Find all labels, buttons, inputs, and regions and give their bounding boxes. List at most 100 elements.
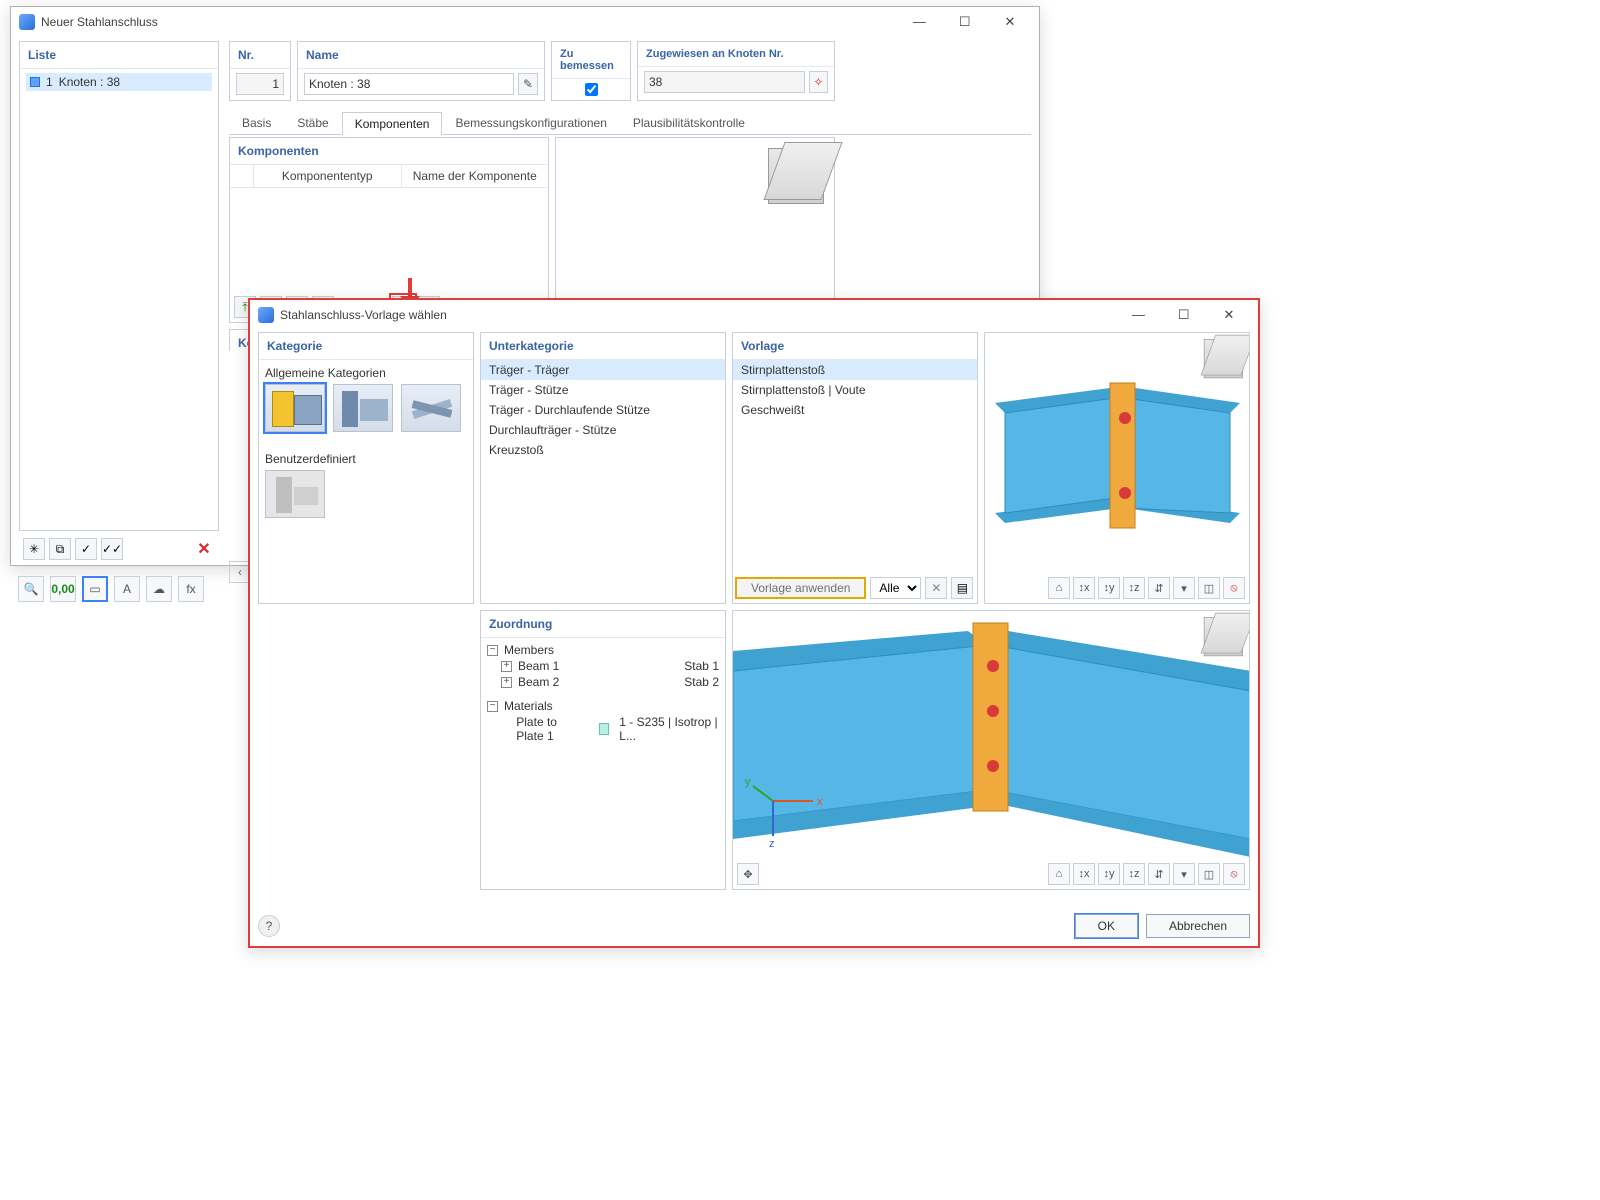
view-tool-icon[interactable]: ▾ xyxy=(1173,863,1195,885)
template-filter-select[interactable]: Alle xyxy=(870,577,921,599)
check-icon[interactable]: ✓ xyxy=(75,538,97,560)
preview-panel xyxy=(555,137,835,323)
pick-node-icon[interactable]: ✧ xyxy=(809,71,828,93)
minimize-icon[interactable]: — xyxy=(898,8,940,36)
tab-plausibility[interactable]: Plausibilitätskontrolle xyxy=(620,111,758,134)
view-2-icon[interactable]: A xyxy=(114,576,140,602)
template-delete-icon[interactable]: ✕ xyxy=(925,577,947,599)
svg-text:y: y xyxy=(745,776,751,788)
svg-text:x: x xyxy=(817,796,823,808)
bottom-toolbar: 🔍 0,00 ▭ A ☁ fx xyxy=(18,576,204,602)
list-header: Liste xyxy=(20,42,218,69)
view-tool-icon[interactable]: ↕y xyxy=(1098,577,1120,599)
cancel-button[interactable]: Abbrechen xyxy=(1146,914,1250,938)
template-new-icon[interactable]: ▤ xyxy=(951,577,973,599)
components-panel: Komponenten Komponententyp Name der Komp… xyxy=(229,137,549,323)
list-row[interactable]: 1 Knoten : 38 xyxy=(26,73,212,91)
dialog-minimize-icon[interactable]: — xyxy=(1117,301,1159,329)
tab-members[interactable]: Stäbe xyxy=(284,111,341,134)
view-tool-icon[interactable]: ⌂ xyxy=(1048,863,1070,885)
view-1-icon[interactable]: ▭ xyxy=(82,576,108,602)
category-thumb-1[interactable] xyxy=(265,384,325,432)
design-panel: Zu bemessen xyxy=(551,41,631,101)
design-checkbox[interactable] xyxy=(585,83,598,96)
tree-materials[interactable]: −Materials xyxy=(487,698,719,714)
new-icon[interactable]: ✳ xyxy=(23,538,45,560)
components-columns: Komponententyp Name der Komponente xyxy=(230,165,548,188)
maximize-icon[interactable]: ☐ xyxy=(944,8,986,36)
preview-bottom-axes: ✥ xyxy=(737,863,759,885)
view-tool-icon[interactable]: ▾ xyxy=(1173,577,1195,599)
close-icon[interactable]: ✕ xyxy=(989,8,1031,36)
design-header: Zu bemessen xyxy=(552,42,630,79)
subcategory-header: Unterkategorie xyxy=(481,333,725,360)
orientation-cube-icon[interactable] xyxy=(1204,339,1243,378)
assigned-node-header: Zugewiesen an Knoten Nr. xyxy=(638,42,834,67)
subcategory-item[interactable]: Träger - Stütze xyxy=(481,380,725,400)
category-thumb-3[interactable] xyxy=(401,384,461,432)
view-tool-icon[interactable]: ↕x xyxy=(1073,577,1095,599)
apply-template-button[interactable]: Vorlage anwenden xyxy=(735,577,866,599)
template-item[interactable]: Geschweißt xyxy=(733,400,977,420)
copy-icon[interactable]: ⧉ xyxy=(49,538,71,560)
list-row-label: Knoten : 38 xyxy=(59,75,120,89)
category-thumb-user[interactable] xyxy=(265,470,325,518)
tab-basis[interactable]: Basis xyxy=(229,111,284,134)
dialog-maximize-icon[interactable]: ☐ xyxy=(1163,301,1205,329)
assigned-node-panel: Zugewiesen an Knoten Nr. ✧ xyxy=(637,41,835,101)
list-panel: Liste 1 Knoten : 38 xyxy=(19,41,219,531)
category-general-label: Allgemeine Kategorien xyxy=(265,364,467,384)
view-4-icon[interactable]: fx xyxy=(178,576,204,602)
tree-members[interactable]: −Members xyxy=(487,642,719,658)
app-icon xyxy=(19,14,35,30)
units-icon[interactable]: 0,00 xyxy=(50,576,76,602)
category-panel: Kategorie Allgemeine Kategorien Benutzer… xyxy=(258,332,474,604)
view-tool-icon[interactable]: ◫ xyxy=(1198,863,1220,885)
preview-3d-top[interactable]: ⌂ ↕x ↕y ↕z ⇵ ▾ ◫ ⦸ xyxy=(984,332,1250,604)
view-tool-icon[interactable]: ⇵ xyxy=(1148,577,1170,599)
orientation-cube-icon[interactable] xyxy=(768,148,824,204)
subcategory-item[interactable]: Durchlaufträger - Stütze xyxy=(481,420,725,440)
list-marker-icon xyxy=(30,77,40,87)
svg-text:z: z xyxy=(769,838,775,850)
view-tool-icon[interactable]: ◫ xyxy=(1198,577,1220,599)
template-item[interactable]: Stirnplattenstoß xyxy=(733,360,977,380)
view-tool-icon[interactable]: ⇵ xyxy=(1148,863,1170,885)
components-header: Komponenten xyxy=(230,138,548,165)
subcategory-item[interactable]: Träger - Durchlaufende Stütze xyxy=(481,400,725,420)
view-tool-icon[interactable]: ⦸ xyxy=(1223,577,1245,599)
subcategory-item[interactable]: Träger - Träger xyxy=(481,360,725,380)
list-delete-icon[interactable]: ✕ xyxy=(193,538,215,560)
view-tool-icon[interactable]: ↕x xyxy=(1073,863,1095,885)
view-3-icon[interactable]: ☁ xyxy=(146,576,172,602)
view-tool-icon[interactable]: ↕z xyxy=(1123,863,1145,885)
view-tool-icon[interactable]: ↕z xyxy=(1123,577,1145,599)
check-all-icon[interactable]: ✓✓ xyxy=(101,538,123,560)
category-thumb-2[interactable] xyxy=(333,384,393,432)
name-input[interactable] xyxy=(304,73,514,95)
dialog-close-icon[interactable]: ✕ xyxy=(1208,301,1250,329)
tree-member-row[interactable]: +Beam 1Stab 1 xyxy=(487,658,719,674)
tab-components[interactable]: Komponenten xyxy=(342,112,443,135)
assigned-node-input[interactable] xyxy=(644,71,805,93)
material-swatch-icon xyxy=(599,723,609,735)
tab-design-config[interactable]: Bemessungskonfigurationen xyxy=(442,111,619,134)
tree-member-row[interactable]: +Beam 2Stab 2 xyxy=(487,674,719,690)
name-panel: Name ✎ xyxy=(297,41,545,101)
view-tool-icon[interactable]: ⌂ xyxy=(1048,577,1070,599)
search-icon[interactable]: 🔍 xyxy=(18,576,44,602)
subcategory-item[interactable]: Kreuzstoß xyxy=(481,440,725,460)
ok-button[interactable]: OK xyxy=(1075,914,1138,938)
name-header: Name xyxy=(298,42,544,69)
preview-3d-bottom[interactable]: x y z ✥ ⌂ ↕x ↕y ↕z ⇵ ▾ ◫ ⦸ xyxy=(732,610,1250,890)
subcategory-panel: Unterkategorie Träger - Träger Träger - … xyxy=(480,332,726,604)
orientation-cube-icon[interactable] xyxy=(1204,617,1243,656)
axis-tool-icon[interactable]: ✥ xyxy=(737,863,759,885)
view-tool-icon[interactable]: ↕y xyxy=(1098,863,1120,885)
template-item[interactable]: Stirnplattenstoß | Voute xyxy=(733,380,977,400)
tree-material-row[interactable]: Plate to Plate 11 - S235 | Isotrop | L..… xyxy=(487,714,719,744)
view-tool-icon[interactable]: ⦸ xyxy=(1223,863,1245,885)
help-icon[interactable]: ? xyxy=(258,915,280,937)
nr-input[interactable] xyxy=(236,73,284,95)
rename-icon[interactable]: ✎ xyxy=(518,73,538,95)
